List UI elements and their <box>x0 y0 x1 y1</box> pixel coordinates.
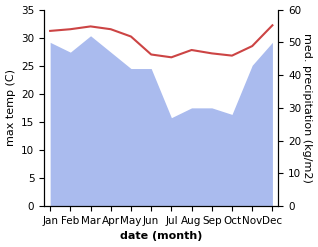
Y-axis label: med. precipitation (kg/m2): med. precipitation (kg/m2) <box>302 33 313 183</box>
X-axis label: date (month): date (month) <box>120 231 203 242</box>
Y-axis label: max temp (C): max temp (C) <box>5 69 16 146</box>
